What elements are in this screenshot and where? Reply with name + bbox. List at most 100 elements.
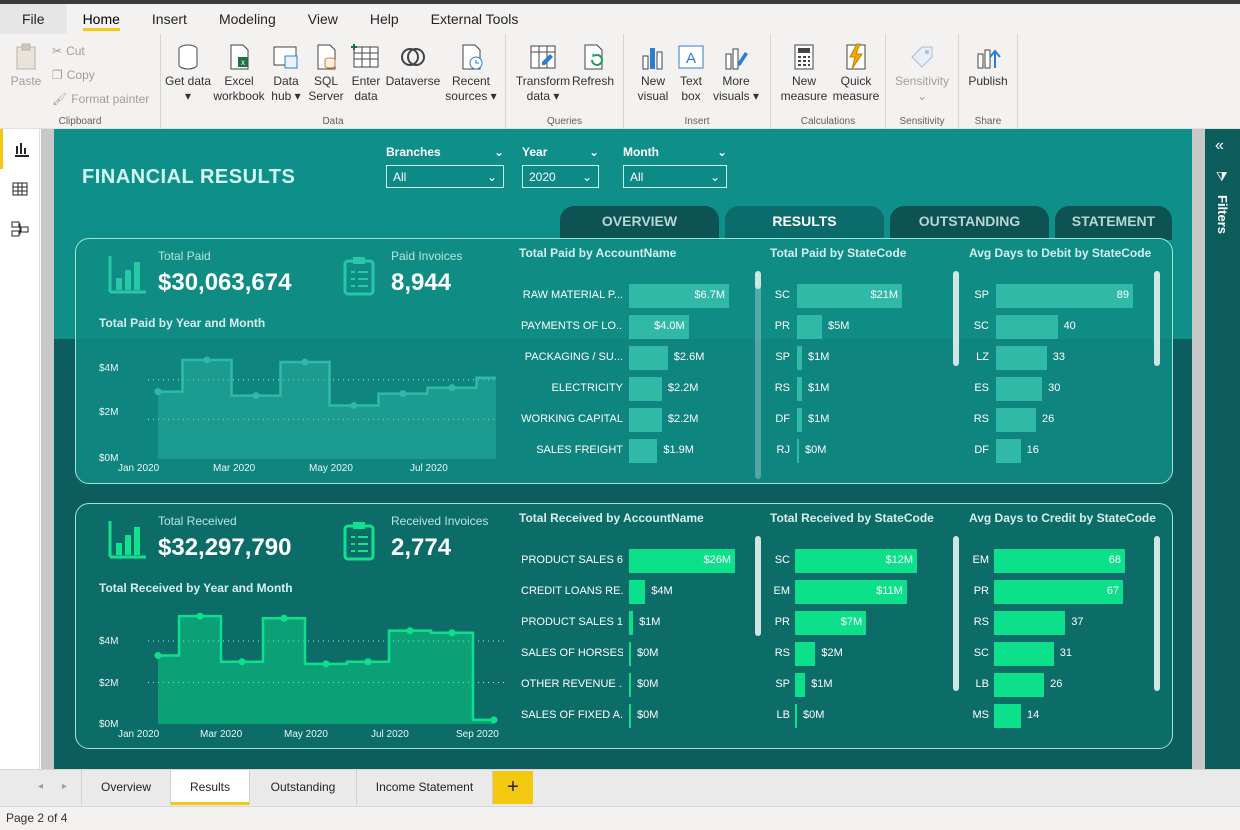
scrollbar-thumb[interactable] [953,536,959,691]
menu-view[interactable]: View [307,11,338,27]
data-point[interactable] [154,388,162,396]
bar[interactable] [996,377,1043,401]
get-data-button[interactable]: Get data ▾ [163,42,213,104]
data-point[interactable] [154,652,162,660]
bar[interactable] [629,580,646,604]
recent-sources-button[interactable]: Recent sources ▾ [443,42,499,104]
format-painter-button[interactable]: 🖌 Format painter [52,92,149,106]
bar[interactable] [994,642,1054,666]
bar[interactable] [797,377,802,401]
add-page-button[interactable]: + [493,771,533,804]
tab-overview[interactable]: OVERVIEW [560,206,719,240]
year-slicer[interactable]: Year ⌄ 2020 ⌄ [522,145,599,188]
scrollbar-thumb[interactable] [755,536,761,636]
refresh-button[interactable]: Refresh [568,42,618,89]
model-view-button[interactable] [0,209,40,249]
dataverse-button[interactable]: Dataverse [385,42,441,89]
branches-slicer[interactable]: Branches ⌄ All ⌄ [386,145,504,188]
bar[interactable] [994,611,1066,635]
collapse-chevron-icon[interactable]: « [1215,137,1224,154]
data-point[interactable] [490,716,498,724]
bar[interactable] [797,315,822,339]
quick-measure-button[interactable]: Quick measure [829,42,883,104]
transform-data-button[interactable]: Transform data ▾ [514,42,572,104]
sensitivity-button[interactable]: Sensitivity ⌄ [892,42,952,104]
tab-outstanding[interactable]: OUTSTANDING [890,206,1049,240]
data-point[interactable] [448,384,456,392]
data-point[interactable] [350,402,358,410]
bar[interactable] [629,284,729,308]
bar[interactable] [629,346,668,370]
excel-workbook-button[interactable]: x Excel workbook [211,42,267,104]
month-dropdown[interactable]: All ⌄ [623,165,727,188]
bar[interactable] [629,377,662,401]
bar[interactable] [629,315,689,339]
bar[interactable] [629,673,631,697]
report-view-button[interactable] [0,129,40,169]
bar[interactable] [996,408,1037,432]
scrollbar-thumb[interactable] [1154,536,1160,691]
branches-dropdown[interactable]: All ⌄ [386,165,504,188]
new-measure-button[interactable]: New measure [775,42,833,104]
bar[interactable] [797,439,799,463]
prev-page-icon[interactable]: ◂ [38,781,44,792]
new-visual-button[interactable]: New visual [628,42,678,104]
bar[interactable] [795,673,806,697]
bar[interactable] [996,315,1058,339]
publish-button[interactable]: Publish [963,42,1013,89]
bar[interactable] [629,611,634,635]
data-point[interactable] [322,660,330,668]
month-slicer[interactable]: Month ⌄ All ⌄ [623,145,727,188]
bar[interactable] [994,580,1124,604]
bar[interactable] [797,346,802,370]
bar[interactable] [996,439,1021,463]
enter-data-button[interactable]: Enter data [343,42,389,104]
sql-server-button[interactable]: SQL Server [305,42,347,104]
data-point[interactable] [364,658,372,666]
data-point[interactable] [280,614,288,622]
page-tab-outstanding[interactable]: Outstanding [250,770,357,805]
bar[interactable] [994,549,1125,573]
page-tab-income-statement[interactable]: Income Statement [357,770,493,805]
bar[interactable] [994,673,1045,697]
year-dropdown[interactable]: 2020 ⌄ [522,165,599,188]
menu-file[interactable]: File [0,4,67,34]
scrollbar-thumb[interactable] [1154,271,1160,366]
paste-button[interactable]: Paste [4,42,48,89]
menu-insert[interactable]: Insert [151,11,187,27]
data-view-button[interactable] [0,169,40,209]
bar[interactable] [629,549,735,573]
more-visuals-button[interactable]: More visuals ▾ [712,42,760,104]
data-point[interactable] [238,658,246,666]
bar[interactable] [797,408,802,432]
bar[interactable] [996,346,1047,370]
menu-help[interactable]: Help [369,11,399,27]
bar[interactable] [629,439,658,463]
page-tab-results[interactable]: Results [171,770,250,805]
data-point[interactable] [203,356,211,364]
bar[interactable] [795,642,816,666]
next-page-icon[interactable]: ▸ [62,781,68,792]
page-tab-overview[interactable]: Overview [81,770,171,805]
bar[interactable] [994,704,1021,728]
text-box-button[interactable]: A Text box [670,42,712,104]
data-point[interactable] [406,627,414,635]
filters-pane[interactable]: « ⧩ Filters [1205,129,1240,769]
data-hub-button[interactable]: Data hub ▾ [265,42,307,104]
menu-home[interactable]: Home [67,4,136,34]
tab-results[interactable]: RESULTS [725,206,884,240]
scrollbar-thumb[interactable] [953,271,959,366]
bar[interactable] [629,704,631,728]
bar[interactable] [996,284,1133,308]
cut-button[interactable]: ✂ Cut [52,44,85,58]
data-point[interactable] [252,392,260,400]
bar[interactable] [629,642,631,666]
data-point[interactable] [301,358,309,366]
bar[interactable] [797,284,902,308]
bar[interactable] [629,408,662,432]
menu-modeling[interactable]: Modeling [218,11,276,27]
menu-external-tools[interactable]: External Tools [430,11,519,27]
scrollbar-thumb[interactable] [755,271,761,289]
bar[interactable] [795,549,917,573]
data-point[interactable] [399,390,407,398]
